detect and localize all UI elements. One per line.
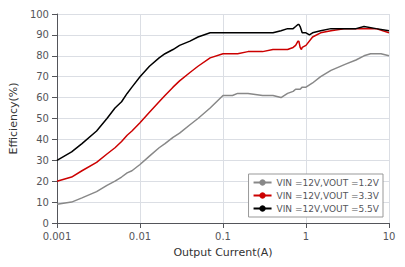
svg-text:VIN =12V,VOUT =3.3V: VIN =12V,VOUT =3.3V <box>277 191 380 201</box>
svg-text:70: 70 <box>36 71 49 82</box>
svg-text:0: 0 <box>43 218 49 229</box>
svg-text:0.01: 0.01 <box>129 231 151 242</box>
svg-text:Output Current(A): Output Current(A) <box>173 246 272 259</box>
svg-text:50: 50 <box>36 113 49 124</box>
svg-text:20: 20 <box>36 176 49 187</box>
svg-text:80: 80 <box>36 50 49 61</box>
svg-text:40: 40 <box>36 134 49 145</box>
svg-text:0.1: 0.1 <box>215 231 231 242</box>
svg-text:90: 90 <box>36 29 49 40</box>
svg-text:10: 10 <box>36 197 49 208</box>
svg-text:VIN =12V,VOUT =1.2V: VIN =12V,VOUT =1.2V <box>277 178 380 188</box>
svg-text:10: 10 <box>383 231 396 242</box>
svg-text:100: 100 <box>30 9 49 20</box>
svg-text:30: 30 <box>36 155 49 166</box>
svg-text:1: 1 <box>303 231 309 242</box>
svg-text:Efficiency(%): Efficiency(%) <box>7 82 20 154</box>
svg-text:0.001: 0.001 <box>43 231 72 242</box>
svg-text:VIN =12V,VOUT =5.5V: VIN =12V,VOUT =5.5V <box>277 204 380 214</box>
svg-text:60: 60 <box>36 92 49 103</box>
